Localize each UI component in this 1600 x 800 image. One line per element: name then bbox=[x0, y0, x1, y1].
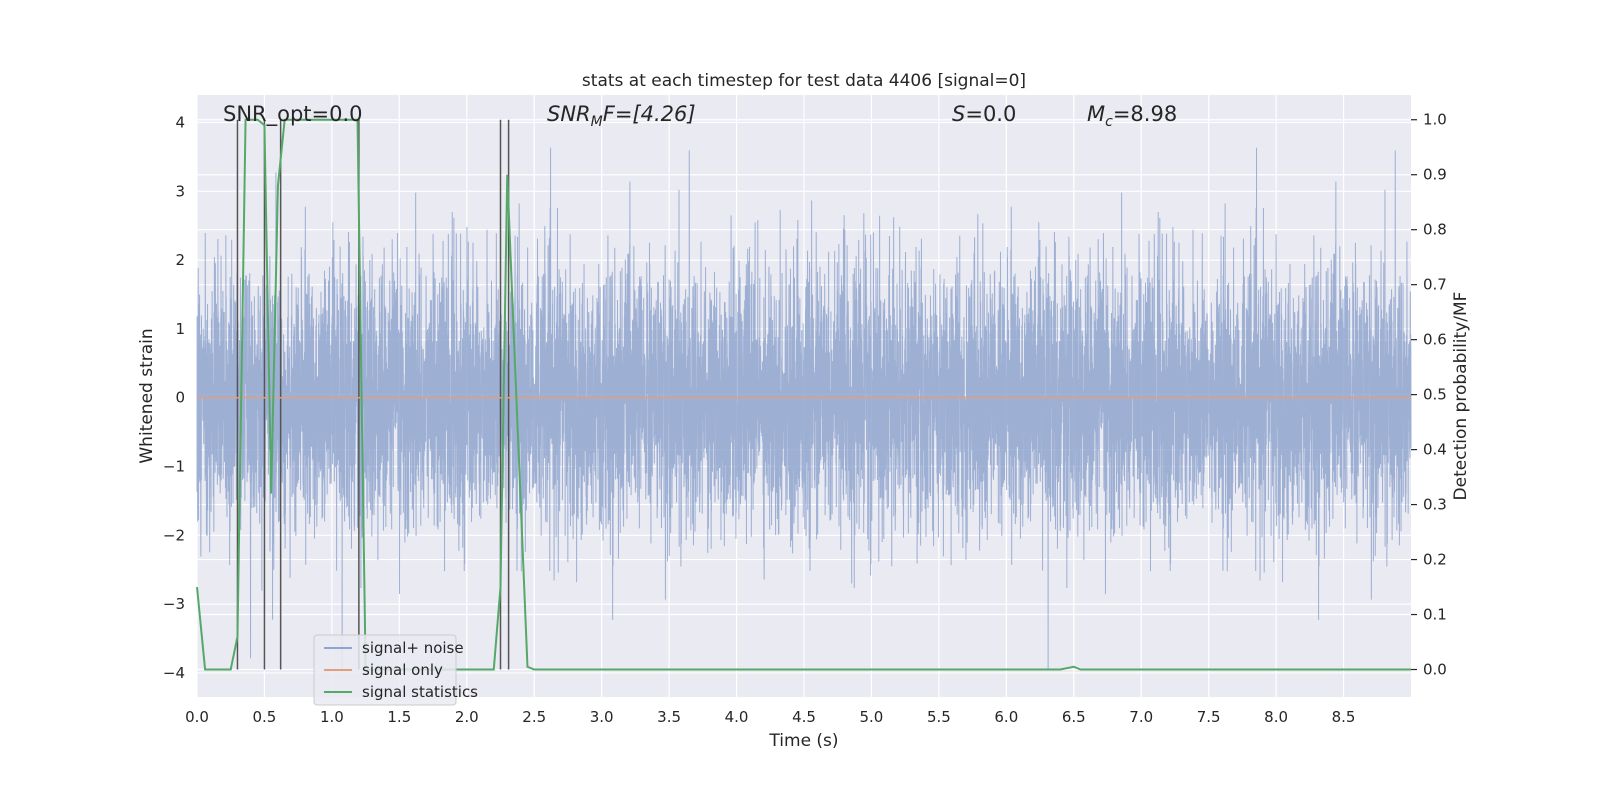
annotation-s-rest: =0.0 bbox=[965, 102, 1016, 126]
legend-label-0: signal+ noise bbox=[362, 639, 464, 657]
chart-title: stats at each timestep for test data 440… bbox=[582, 71, 1026, 91]
y-right-tick-label-4: 0.4 bbox=[1423, 441, 1447, 459]
annotation-snr-mf-sub: M bbox=[591, 114, 603, 130]
x-tick-label-16: 8.0 bbox=[1264, 708, 1288, 726]
legend-label-1: signal only bbox=[362, 661, 443, 679]
y-left-tick-label-6: 2 bbox=[175, 251, 185, 269]
y-right-tick-label-7: 0.7 bbox=[1423, 276, 1447, 294]
x-tick-label-1: 0.5 bbox=[253, 708, 277, 726]
y-left-tick-label-3: −1 bbox=[163, 458, 185, 476]
y-left-tick-label-7: 3 bbox=[175, 182, 185, 200]
y-right-tick-label-10: 1.0 bbox=[1423, 111, 1447, 129]
x-tick-label-10: 5.0 bbox=[860, 708, 884, 726]
y-axis-label-right: Detection probability/MF bbox=[1451, 292, 1471, 501]
y-left-tick-labels: −4 −3 −2 −1 0 1 2 3 4 bbox=[163, 114, 185, 682]
y-left-tick-label-0: −4 bbox=[163, 664, 185, 682]
x-tick-labels: 0.0 0.5 1.0 1.5 2.0 2.5 3.0 3.5 4.0 4.5 5.0 5.5 6.0 6… bbox=[185, 708, 1355, 726]
y-right-tick-label-8: 0.8 bbox=[1423, 221, 1447, 239]
annotation-mc-rest: =8.98 bbox=[1113, 102, 1177, 126]
legend-box bbox=[313, 634, 457, 706]
y-left-tick-label-1: −3 bbox=[163, 595, 185, 613]
annotation-mc-base: M bbox=[1087, 102, 1105, 126]
x-tick-label-13: 6.5 bbox=[1062, 708, 1086, 726]
annotation-snr-mf-rest: F=[4.26] bbox=[603, 102, 696, 126]
y-left-tick-label-8: 4 bbox=[175, 114, 185, 132]
annotation-snr-mf: SNRMF=[4.26] bbox=[547, 102, 696, 130]
y-axis-label-left: Whitened strain bbox=[137, 328, 157, 463]
y-right-tick-label-2: 0.2 bbox=[1423, 551, 1447, 569]
y-right-tick-label-5: 0.5 bbox=[1423, 386, 1447, 404]
annotation-mc: Mc=8.98 bbox=[1087, 102, 1177, 130]
annotation-mc-sub: c bbox=[1105, 114, 1113, 130]
annotation-s: S=0.0 bbox=[952, 102, 1016, 126]
x-tick-label-4: 2.0 bbox=[455, 708, 479, 726]
y-right-tick-label-1: 0.1 bbox=[1423, 606, 1447, 624]
x-tick-label-12: 6.0 bbox=[994, 708, 1018, 726]
x-tick-label-14: 7.0 bbox=[1129, 708, 1153, 726]
x-tick-label-5: 2.5 bbox=[522, 708, 546, 726]
annotation-s-sym: S bbox=[952, 102, 965, 126]
x-tick-label-2: 1.0 bbox=[320, 708, 344, 726]
annotation-snr-opt: SNR_opt=0.0 bbox=[223, 102, 363, 127]
y-left-tick-label-5: 1 bbox=[175, 320, 185, 338]
x-tick-label-9: 4.5 bbox=[792, 708, 816, 726]
signal-noise-line bbox=[196, 147, 1412, 670]
x-axis-label: Time (s) bbox=[768, 731, 838, 751]
y-right-tick-label-9: 0.9 bbox=[1423, 166, 1447, 184]
y-left-tick-label-4: 0 bbox=[175, 389, 185, 407]
x-tick-label-6: 3.0 bbox=[590, 708, 614, 726]
x-tick-label-11: 5.5 bbox=[927, 708, 951, 726]
annotation-snr-mf-base: SNR bbox=[547, 102, 591, 126]
series-signal-noise bbox=[196, 147, 1412, 670]
x-tick-label-0: 0.0 bbox=[185, 708, 209, 726]
x-tick-label-15: 7.5 bbox=[1197, 708, 1221, 726]
legend: signal+ noise signal only signal statistic… bbox=[313, 634, 478, 706]
y-right-tick-label-6: 0.6 bbox=[1423, 331, 1447, 349]
y-right-tick-label-0: 0.0 bbox=[1423, 661, 1447, 679]
y-left-tick-label-2: −2 bbox=[163, 526, 185, 544]
x-tick-label-8: 4.0 bbox=[725, 708, 749, 726]
x-tick-label-3: 1.5 bbox=[387, 708, 411, 726]
x-tick-label-17: 8.5 bbox=[1332, 708, 1356, 726]
y-right-tick-labels: 0.0 0.1 0.2 0.3 0.4 0.5 0.6 0.7 0.8 0.9 1.0 bbox=[1411, 111, 1447, 679]
x-tick-label-7: 3.5 bbox=[657, 708, 681, 726]
legend-label-2: signal statistics bbox=[362, 683, 478, 701]
y-right-tick-label-3: 0.3 bbox=[1423, 496, 1447, 514]
